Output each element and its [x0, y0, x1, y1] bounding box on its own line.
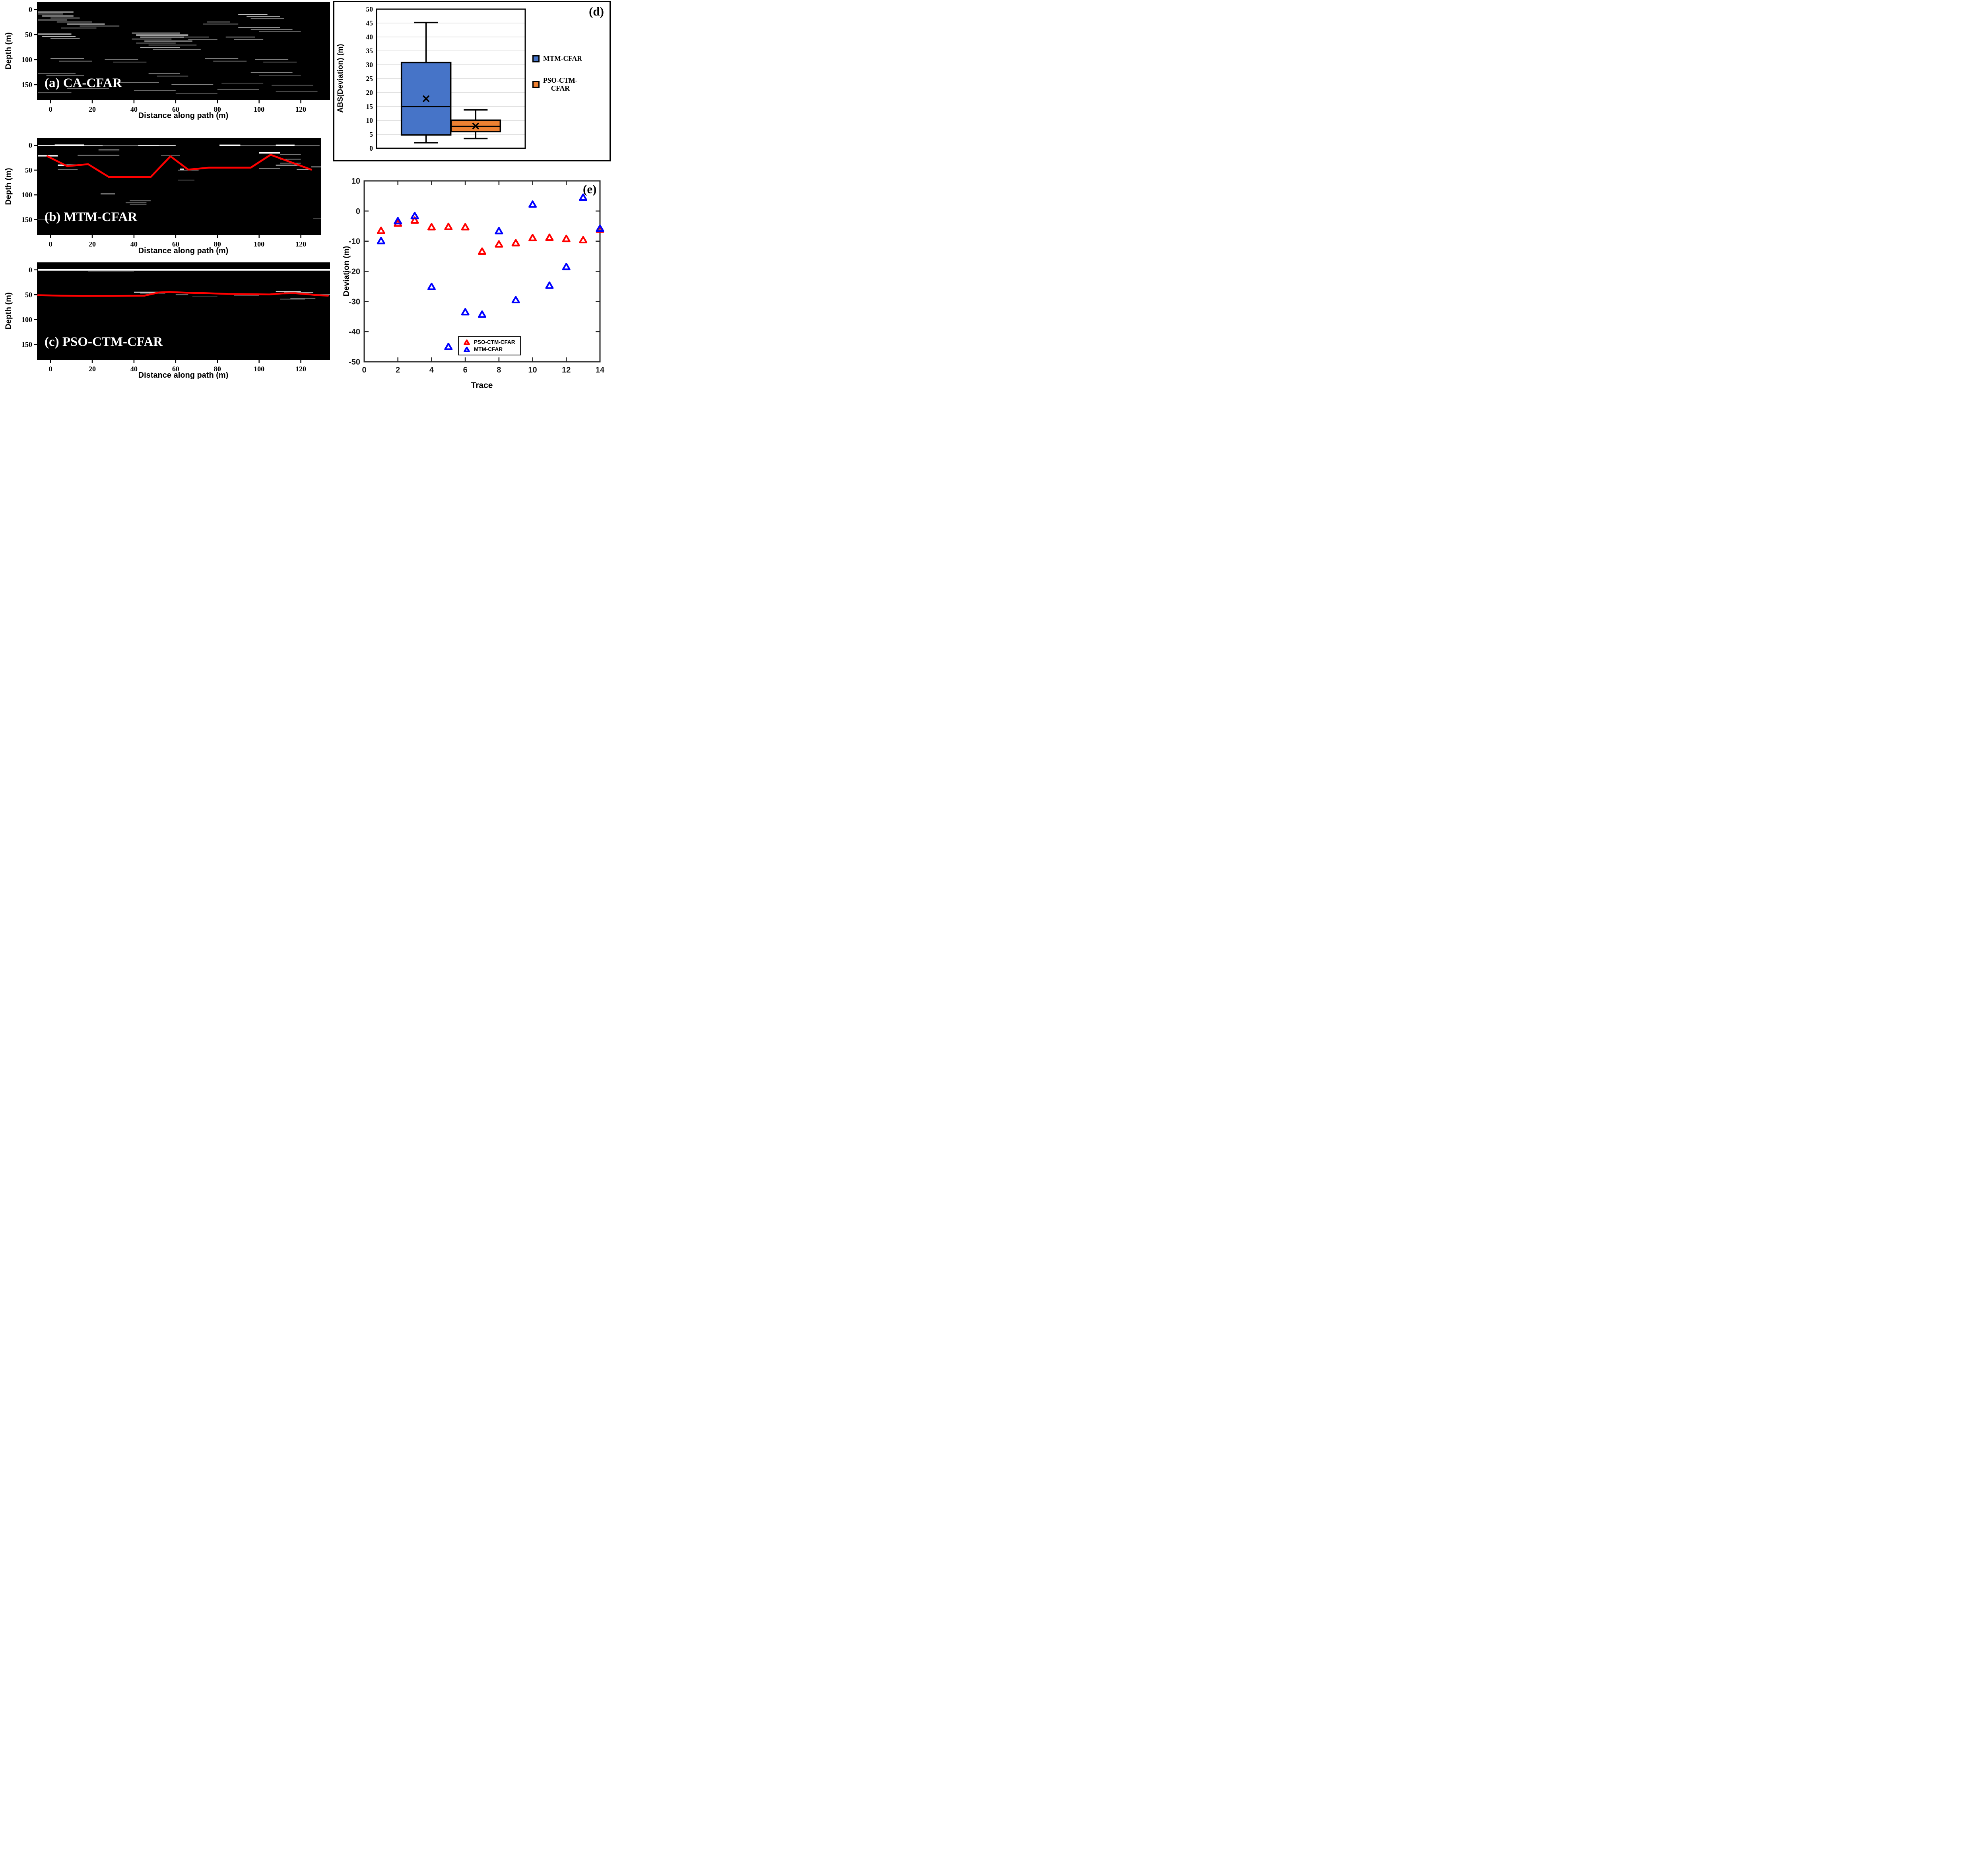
- svg-text:80: 80: [214, 105, 221, 113]
- boxplot-legend: MTM-CFAR PSO-CTM- CFAR: [532, 54, 582, 92]
- svg-text:40: 40: [130, 105, 138, 113]
- svg-text:100: 100: [254, 240, 264, 248]
- legend-item-mtm-cfar: MTM-CFAR: [532, 54, 582, 63]
- svg-text:2: 2: [396, 366, 400, 374]
- svg-text:60: 60: [172, 240, 179, 248]
- svg-text:50: 50: [366, 5, 373, 13]
- svg-text:0: 0: [49, 105, 52, 113]
- svg-text:80: 80: [214, 240, 221, 248]
- panel-label-c: (c) PSO-CTM-CFAR: [45, 335, 163, 349]
- svg-text:120: 120: [295, 240, 306, 248]
- legend-label-mtm: MTM-CFAR: [474, 346, 503, 352]
- svg-text:10: 10: [528, 366, 537, 374]
- svg-text:50: 50: [25, 166, 32, 174]
- legend-label-pso: PSO-CTM-CFAR: [474, 339, 515, 345]
- svg-text:4: 4: [429, 366, 434, 374]
- svg-text:35: 35: [366, 47, 373, 55]
- svg-text:45: 45: [366, 19, 373, 27]
- svg-text:100: 100: [21, 191, 32, 199]
- scatter-plot-area: 0 2 4 6 8 10 12 14 10 0 -10 -20 -30 -40 -50: [349, 177, 605, 374]
- svg-text:-40: -40: [349, 328, 360, 336]
- mtm-cfar-swatch-icon: [532, 55, 540, 62]
- axis-title-distance-b: Distance along path (m): [138, 246, 229, 255]
- svg-text:100: 100: [254, 365, 264, 373]
- svg-text:14: 14: [596, 366, 605, 374]
- svg-text:8: 8: [497, 366, 501, 374]
- scatter-legend: PSO-CTM-CFAR MTM-CFAR: [458, 336, 521, 355]
- axis-title-depth-c: Depth (m): [4, 292, 13, 330]
- svg-text:5: 5: [369, 130, 373, 138]
- gpr-plot-pso-ctm-cfar: 0 20 40 60 80 100 120 0 50 100 150: [21, 262, 330, 373]
- svg-text:40: 40: [130, 365, 138, 373]
- svg-text:20: 20: [89, 365, 96, 373]
- axis-title-distance-c: Distance along path (m): [138, 371, 229, 380]
- gpr-plot-mtm-cfar: 0 20 40 60 80 100 120 0 50 100 150: [21, 138, 322, 248]
- svg-text:20: 20: [366, 89, 373, 97]
- legend-item-mtm-blue: MTM-CFAR: [462, 346, 515, 353]
- svg-text:60: 60: [172, 105, 179, 113]
- svg-text:80: 80: [214, 365, 221, 373]
- panel-label-b: (b) MTM-CFAR: [45, 210, 138, 224]
- svg-text:30: 30: [366, 61, 373, 69]
- svg-text:-20: -20: [349, 268, 360, 276]
- legend-item-pso-ctm-cfar: PSO-CTM- CFAR: [532, 76, 582, 92]
- svg-text:0: 0: [369, 144, 373, 152]
- svg-text:150: 150: [21, 340, 32, 348]
- svg-text:40: 40: [366, 33, 373, 41]
- svg-text:0: 0: [356, 207, 360, 216]
- svg-text:40: 40: [130, 240, 138, 248]
- axis-title-deviation: Deviation (m): [342, 246, 351, 297]
- figure-canvas: 0 20 40 60 80 100 120 0 50 100 150 Depth (m) Dista…: [0, 0, 611, 392]
- svg-text:50: 50: [25, 291, 32, 299]
- svg-text:120: 120: [295, 365, 306, 373]
- svg-text:0: 0: [362, 366, 366, 374]
- svg-text:100: 100: [21, 316, 32, 324]
- svg-text:6: 6: [463, 366, 468, 374]
- svg-text:0: 0: [29, 142, 32, 149]
- legend-item-pso-red: PSO-CTM-CFAR: [462, 339, 515, 345]
- gpr-plot-ca-cfar: 0 20 40 60 80 100 120 0 50 100 150: [21, 2, 330, 113]
- panel-label-d: (d): [589, 4, 604, 18]
- blue-triangle-icon: [464, 346, 470, 352]
- axis-title-depth-a: Depth (m): [4, 32, 13, 70]
- panel-label-a: (a) CA-CFAR: [45, 76, 122, 90]
- legend-label-pso-ctm-cfar: PSO-CTM- CFAR: [543, 76, 578, 93]
- svg-text:100: 100: [21, 56, 32, 64]
- svg-text:12: 12: [562, 366, 571, 374]
- axis-title-depth-b: Depth (m): [4, 168, 13, 205]
- svg-text:0: 0: [29, 266, 32, 274]
- panel-label-e: (e): [583, 182, 597, 196]
- svg-text:20: 20: [89, 240, 96, 248]
- svg-text:0: 0: [49, 240, 52, 248]
- svg-text:20: 20: [89, 105, 96, 113]
- svg-text:0: 0: [49, 365, 52, 373]
- svg-text:25: 25: [366, 75, 373, 83]
- svg-text:60: 60: [172, 365, 179, 373]
- svg-text:150: 150: [21, 81, 32, 89]
- svg-text:150: 150: [21, 215, 32, 223]
- pso-ctm-cfar-swatch-icon: [532, 81, 540, 88]
- svg-text:0: 0: [29, 6, 32, 14]
- boxplot-panel-frame: ABS(Deviation) (m) 0 5 10 15 20 25 30 35 40 45 50 …: [333, 1, 611, 161]
- svg-text:-30: -30: [349, 297, 360, 306]
- svg-text:10: 10: [351, 177, 360, 186]
- legend-label-mtm-cfar: MTM-CFAR: [543, 54, 582, 62]
- axis-title-distance-a: Distance along path (m): [138, 111, 229, 120]
- svg-text:100: 100: [254, 105, 264, 113]
- svg-text:50: 50: [25, 31, 32, 39]
- axis-title-trace: Trace: [471, 381, 493, 390]
- svg-text:15: 15: [366, 103, 373, 111]
- boxplot-plot-area: 0 5 10 15 20 25 30 35 40 45 50: [366, 5, 526, 152]
- svg-text:-10: -10: [349, 237, 360, 246]
- svg-text:-50: -50: [349, 358, 360, 367]
- red-triangle-icon: [464, 339, 470, 345]
- axis-title-abs-deviation: ABS(Deviation) (m): [336, 44, 345, 113]
- svg-text:120: 120: [295, 105, 306, 113]
- svg-text:10: 10: [366, 116, 373, 124]
